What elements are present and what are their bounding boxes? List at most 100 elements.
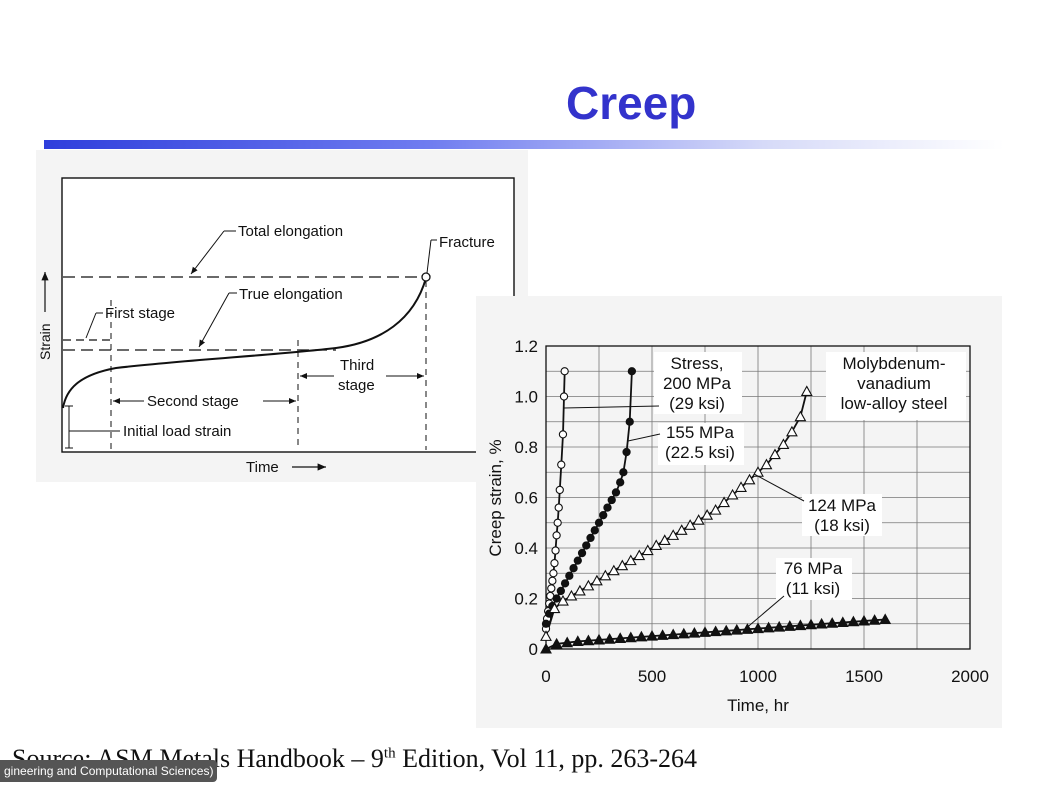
creep-strain-chart: 0 500 1000 1500 2000 0 0.2 0.4 0.6 0.8 1.0 1.2 Tim… [486,337,989,715]
legend-title-line: low-alloy steel [841,394,948,413]
data-point [677,627,690,639]
data-point [785,425,798,437]
x-tick-labels: 0 500 1000 1500 2000 [541,667,989,686]
slide-title: Creep [566,77,697,129]
fracture-label: Fracture [439,234,495,251]
data-point [550,558,559,568]
data-point [650,539,663,551]
data-point [858,614,870,626]
third-stage-label-1: Third [340,357,374,374]
data-point [586,533,595,543]
data-point [794,619,807,631]
creep-curve-line [62,277,427,409]
data-point [656,629,669,640]
data-point [625,417,634,426]
data-point [868,614,881,625]
data-point [541,619,551,628]
first-stage-leader-2 [85,312,97,339]
y-tick-label: 0 [529,640,538,659]
data-point [633,549,646,561]
data-point [549,569,558,578]
true-elongation-arrow [198,292,230,348]
series-label-background [654,352,742,414]
series-label-leader [753,473,805,502]
data-point [794,410,807,422]
y-tick-label: 1.2 [514,337,538,356]
data-point [599,511,608,520]
y-axis-label: Creep strain, % [486,439,505,556]
title-underline-bar [44,140,1004,149]
y-tick-label: 1.0 [514,388,538,407]
data-point [553,518,562,527]
series-label-background [658,423,744,465]
data-point [684,519,697,530]
series-label: 200 MPa [663,374,732,393]
data-point [558,430,568,439]
data-point [752,622,764,634]
data-point [552,594,561,603]
data-point [560,367,569,376]
x-tick-label: 1500 [845,667,883,686]
x-tick-label: 1000 [739,667,777,686]
first-stage-label: First stage [105,305,175,322]
y-tick-label: 0.2 [514,590,538,609]
x-tick-label: 500 [638,667,666,686]
data-point [565,571,574,580]
schematic-creep-curve-panel: Strain Time Total elongation Fracture Tr… [36,150,528,482]
data-point [582,579,595,591]
data-point [783,620,796,631]
data-point [607,495,616,505]
data-point [555,485,564,495]
data-point [646,629,658,641]
plot-frame [61,177,515,453]
data-point [616,478,625,487]
data-point [658,534,671,545]
data-point [879,613,892,625]
data-point [577,548,587,558]
true-elongation-label: True elongation [239,286,343,303]
data-point [667,529,680,540]
series-label-background [802,494,882,536]
third-stage-label-2: stage [338,377,375,394]
second-stage-label: Second stage [147,393,239,410]
series-label-background [776,558,852,600]
data-point [800,385,813,396]
data-point [847,615,860,627]
data-point [616,559,629,571]
data-point [548,602,561,614]
data-point [692,514,705,525]
data-point [769,448,781,460]
series-label-leader [563,405,660,409]
data-point [622,447,631,457]
series-label-leader [627,433,661,442]
series-label: (22.5 ksi) [665,443,735,462]
x-axis-label: Time, hr [727,696,789,715]
data-point [582,541,591,550]
fracture-point [421,272,431,282]
chart-plot-area [545,345,971,650]
total-elongation-arrow [190,230,225,275]
data-point [624,554,637,566]
data-point [607,564,620,576]
data-point [599,569,612,581]
y-tick-label: 0.6 [514,489,538,508]
initial-load-strain-label: Initial load strain [123,423,231,440]
data-point [540,642,552,654]
data-point [557,594,569,606]
data-point [547,584,556,593]
source-superscript: th [383,745,396,762]
data-point [688,626,701,638]
data-point [557,460,566,469]
data-point [582,634,595,646]
data-point [826,617,839,628]
data-point [571,635,584,646]
fracture-leader-2 [426,239,432,274]
watermark-overlay: gineering and Computational Sciences) [0,760,218,782]
total-elongation-label: Total elongation [238,223,343,240]
data-point [590,574,603,586]
series-label: 155 MPa [666,423,735,442]
x-tick-label: 0 [541,667,550,686]
data-point [718,496,731,508]
data-point [735,481,747,492]
